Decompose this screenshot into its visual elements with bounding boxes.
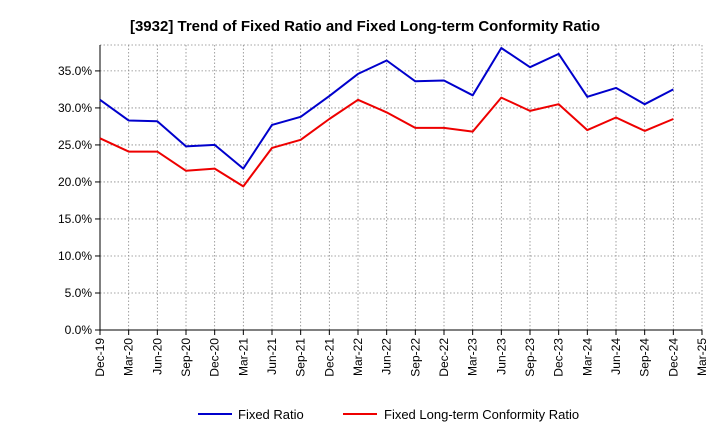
x-tick-label: Mar-20 bbox=[122, 338, 136, 376]
x-tick-label: Mar-25 bbox=[695, 338, 709, 376]
x-tick-label: Sep-24 bbox=[638, 338, 652, 377]
series-line-fixed-long-term-conformity-ratio bbox=[99, 96, 674, 188]
y-tick-label: 10.0% bbox=[58, 249, 92, 263]
x-tick-label: Mar-21 bbox=[236, 338, 250, 376]
x-tick-label: Dec-22 bbox=[437, 338, 451, 377]
x-tick-label: Jun-20 bbox=[150, 338, 164, 375]
x-tick-label: Sep-23 bbox=[523, 338, 537, 377]
y-tick-label: 0.0% bbox=[65, 323, 93, 337]
x-tick-label: Dec-19 bbox=[93, 338, 107, 377]
y-tick-label: 25.0% bbox=[58, 138, 92, 152]
x-tick-label: Mar-23 bbox=[466, 338, 480, 376]
x-tick-label: Sep-22 bbox=[408, 338, 422, 377]
grid-layer bbox=[99, 44, 703, 331]
x-tick-label: Sep-20 bbox=[179, 338, 193, 377]
y-tick-label: 20.0% bbox=[58, 175, 92, 189]
x-tick-label: Mar-24 bbox=[580, 338, 594, 376]
legend: Fixed Ratio Fixed Long-term Conformity Ra… bbox=[198, 407, 579, 422]
legend-label: Fixed Long-term Conformity Ratio bbox=[384, 407, 579, 422]
y-tick-label: 30.0% bbox=[58, 101, 92, 115]
x-tick-label: Dec-21 bbox=[322, 338, 336, 377]
x-tick-label: Dec-23 bbox=[552, 338, 566, 377]
x-tick-label: Jun-23 bbox=[494, 338, 508, 375]
x-tick-label: Sep-21 bbox=[294, 338, 308, 377]
x-tick-label: Dec-20 bbox=[208, 338, 222, 377]
chart-title: [3932] Trend of Fixed Ratio and Fixed Lo… bbox=[130, 18, 600, 35]
y-tick-label: 5.0% bbox=[65, 286, 93, 300]
series-layer bbox=[99, 47, 674, 188]
x-tick-label: Jun-21 bbox=[265, 338, 279, 375]
x-tick-label: Mar-22 bbox=[351, 338, 365, 376]
x-tick-label: Jun-22 bbox=[380, 338, 394, 375]
axes-layer: 0.0% 5.0% 10.0% 15.0% 20.0% 25.0% 30.0% 35.0% De… bbox=[58, 45, 709, 377]
x-tick-label: Dec-24 bbox=[666, 338, 680, 377]
y-tick-label: 15.0% bbox=[58, 212, 92, 226]
x-tick-label: Jun-24 bbox=[609, 338, 623, 375]
y-tick-label: 35.0% bbox=[58, 64, 92, 78]
series-line-fixed-ratio bbox=[99, 47, 674, 170]
legend-label: Fixed Ratio bbox=[238, 407, 304, 422]
